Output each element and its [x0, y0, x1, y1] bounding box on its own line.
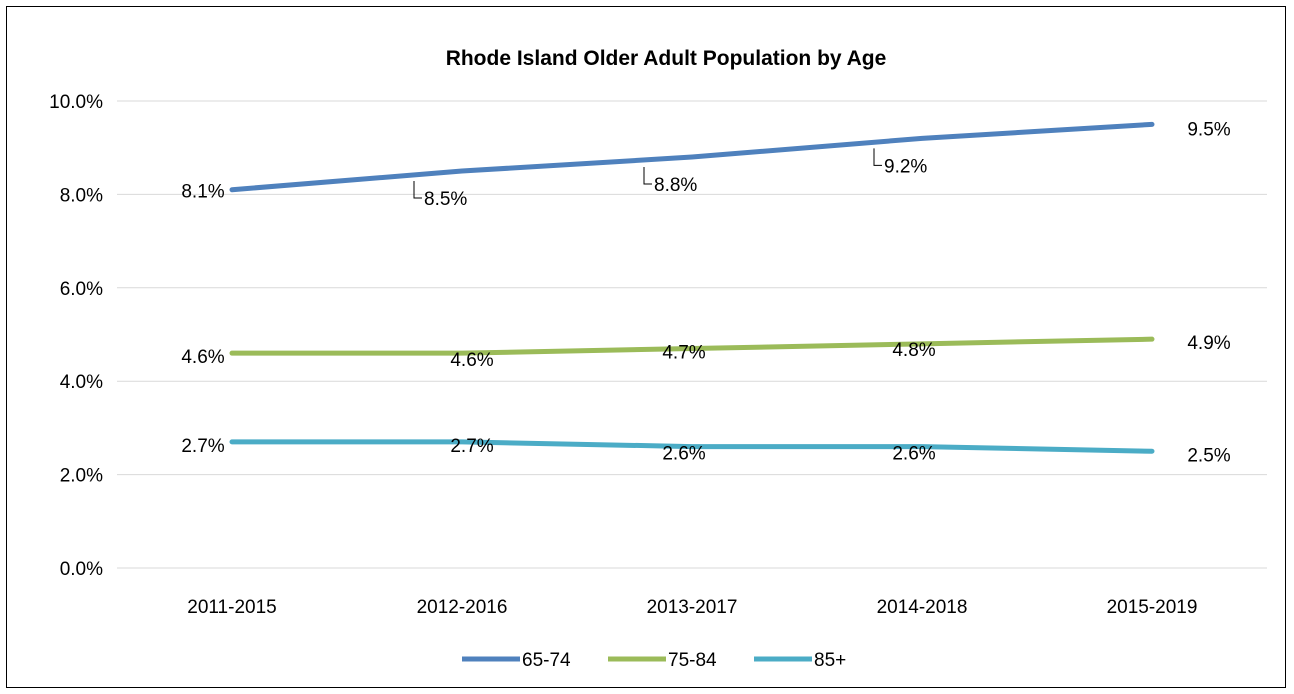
y-tick-label: 2.0% — [60, 466, 103, 487]
data-label: 9.2% — [884, 156, 927, 177]
data-label: 8.8% — [654, 175, 697, 196]
data-label: 2.7% — [450, 436, 493, 457]
legend-label: 75-84 — [668, 650, 717, 671]
data-label: 2.6% — [892, 444, 935, 465]
label-leader-line — [873, 148, 882, 166]
data-label: 9.5% — [1187, 119, 1230, 140]
label-leader-line — [413, 181, 422, 199]
y-tick-label: 0.0% — [60, 559, 103, 580]
series-line-65-74 — [229, 121, 1155, 193]
chart-frame: Rhode Island Older Adult Population by A… — [6, 6, 1286, 688]
y-tick-label: 8.0% — [60, 185, 103, 206]
series-line-85+ — [229, 439, 1155, 454]
x-tick-label: 2012-2016 — [417, 597, 508, 618]
data-label: 2.7% — [181, 436, 224, 457]
data-label: 4.6% — [181, 347, 224, 368]
data-label: 2.6% — [662, 444, 705, 465]
legend-label: 85+ — [814, 650, 846, 671]
data-label: 4.8% — [892, 340, 935, 361]
data-label: 4.9% — [1187, 333, 1230, 354]
y-tick-label: 4.0% — [60, 372, 103, 393]
chart-title: Rhode Island Older Adult Population by A… — [446, 47, 887, 70]
x-tick-label: 2013-2017 — [647, 597, 738, 618]
x-tick-label: 2011-2015 — [187, 597, 276, 618]
label-leader-line — [643, 167, 652, 185]
line-chart: Rhode Island Older Adult Population by A… — [49, 47, 1267, 671]
data-label: 4.6% — [450, 350, 493, 371]
data-label: 2.5% — [1187, 445, 1230, 466]
y-tick-label: 10.0% — [49, 92, 103, 113]
x-tick-label: 2014-2018 — [877, 597, 968, 618]
series-line-75-84 — [229, 336, 1155, 356]
data-label: 4.7% — [662, 343, 705, 364]
legend-label: 65-74 — [522, 650, 571, 671]
y-tick-label: 6.0% — [60, 279, 103, 300]
x-tick-label: 2015-2019 — [1107, 597, 1198, 618]
data-label: 8.5% — [424, 189, 467, 210]
data-label: 8.1% — [181, 182, 224, 203]
